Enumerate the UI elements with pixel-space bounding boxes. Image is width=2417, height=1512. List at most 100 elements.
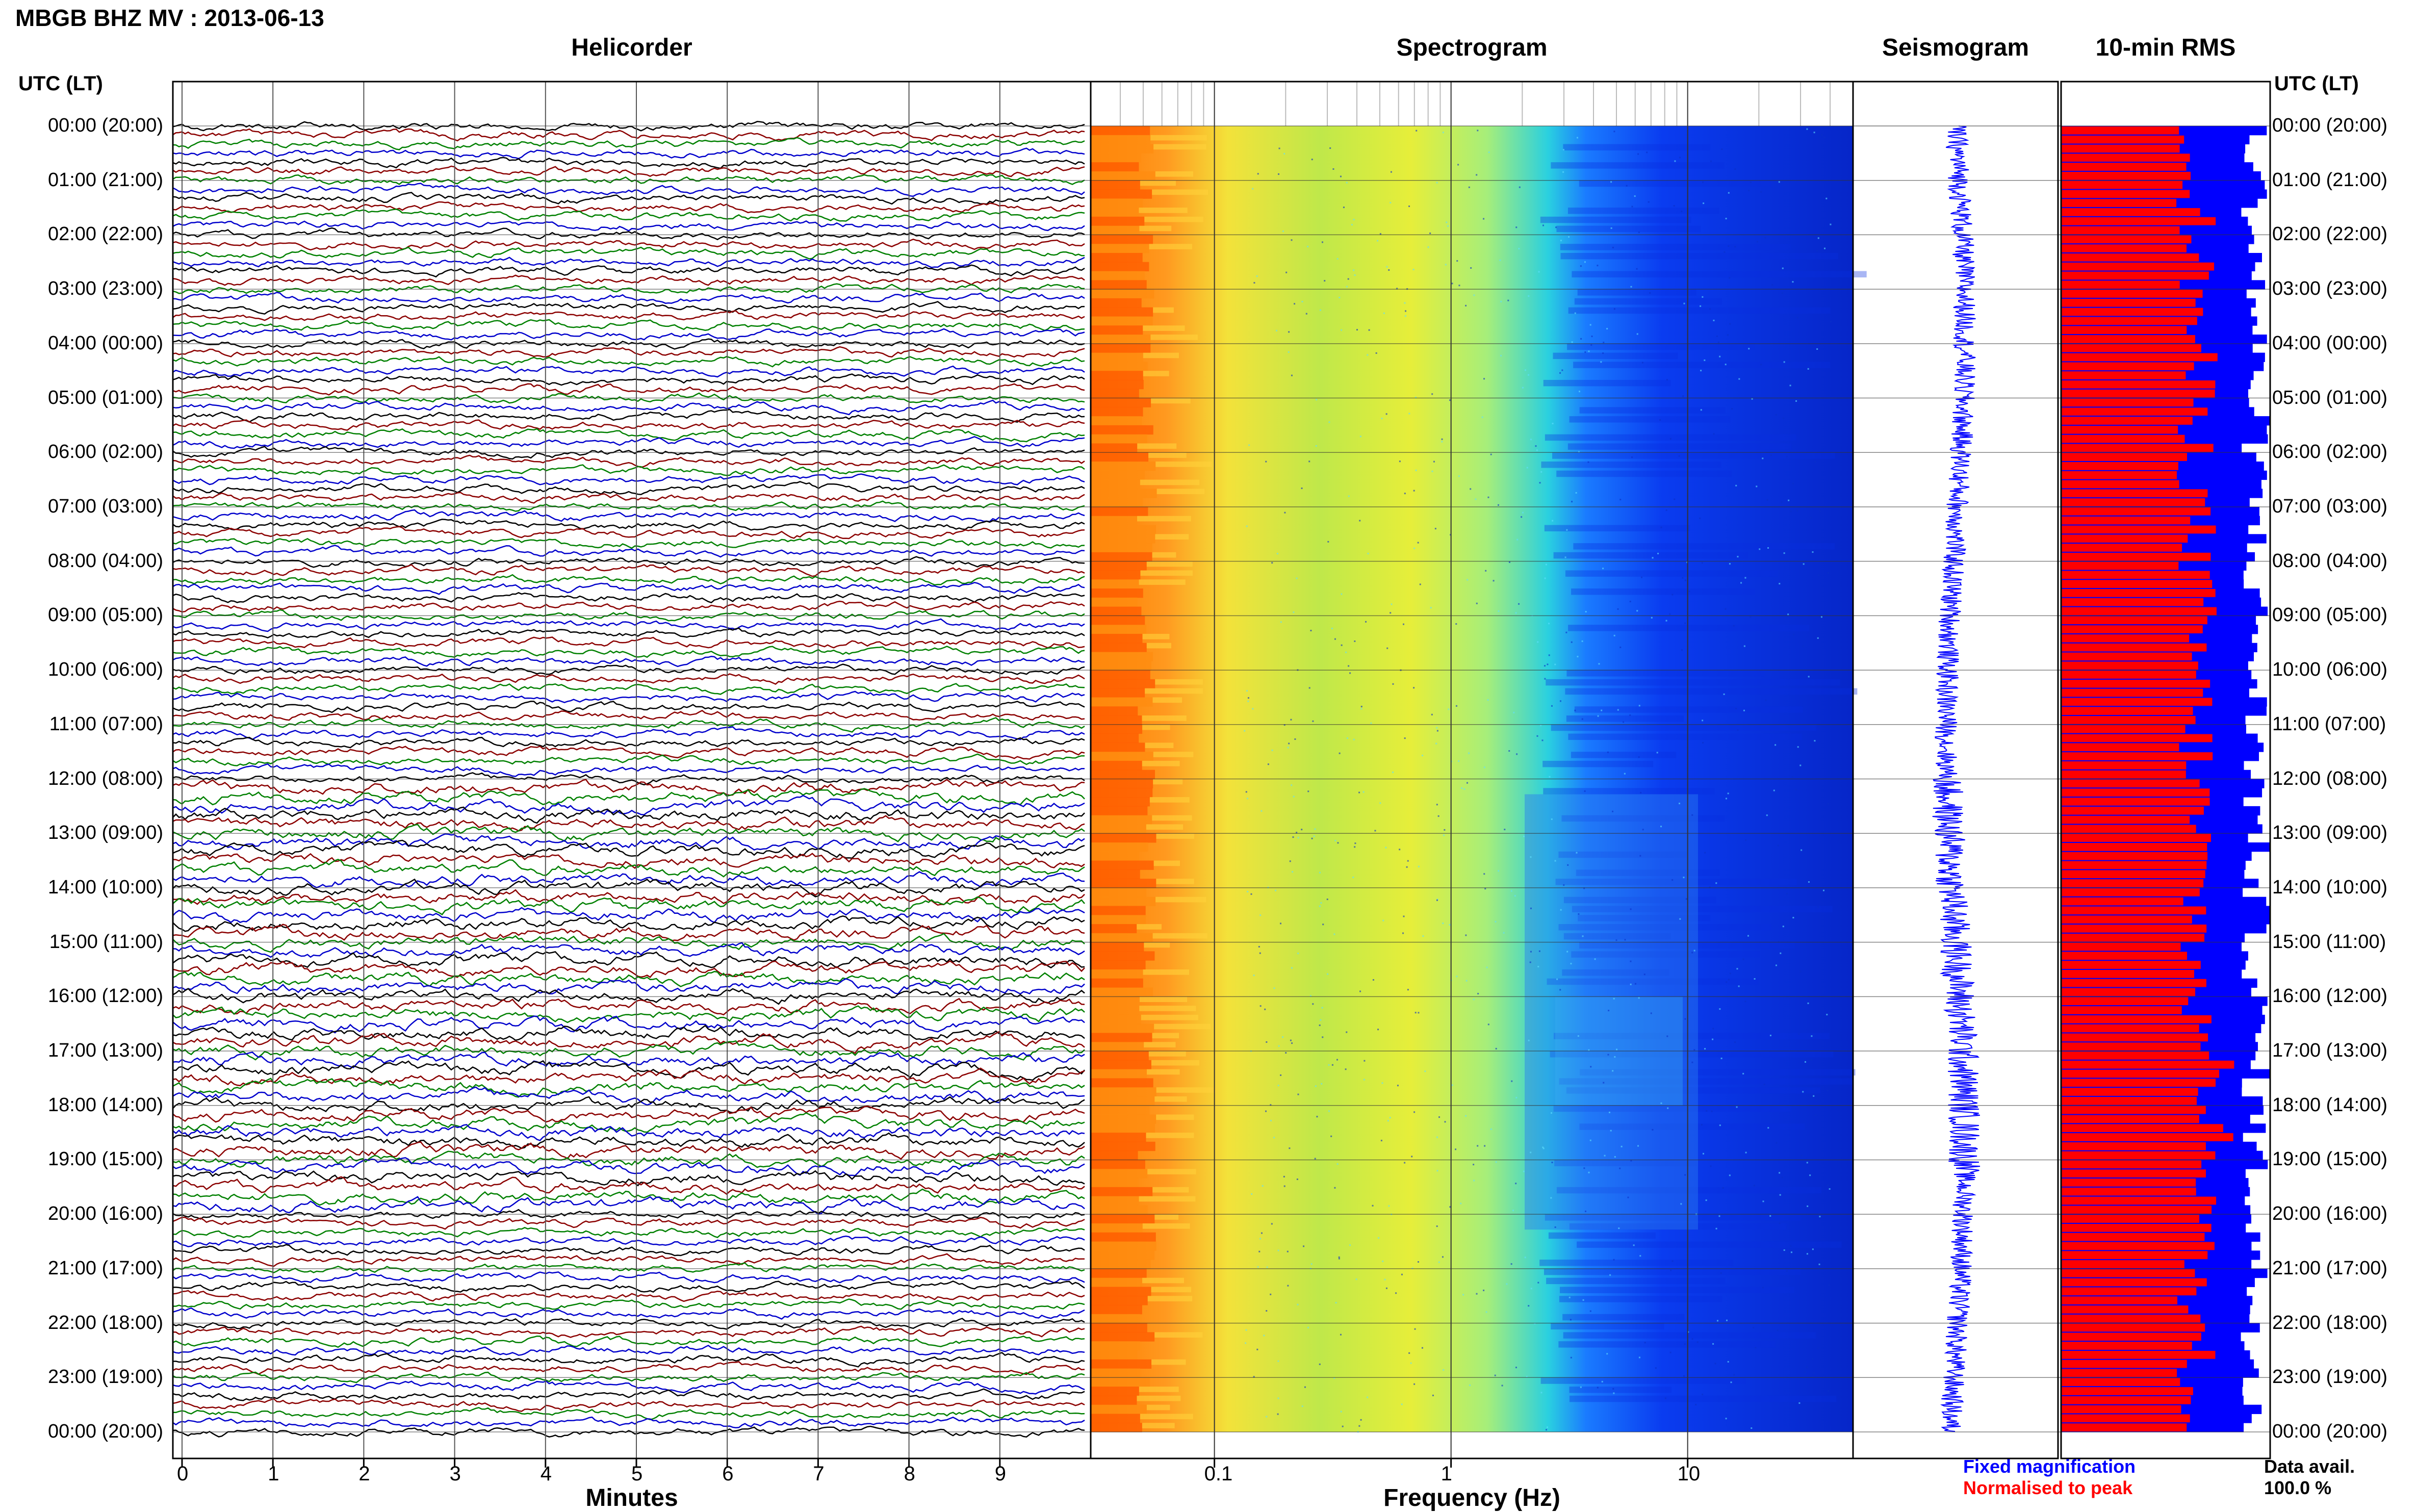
spectrogram-speckle: [1537, 641, 1539, 643]
rms-bar-normalised: [2061, 298, 2196, 307]
spectrogram-speckle: [1821, 134, 1823, 136]
spectrogram-row-streak: [1143, 969, 1190, 975]
spectrogram-row-hf: [1563, 933, 1671, 940]
spectrogram-speckle: [1535, 445, 1537, 447]
spectrogram-speckle: [1447, 225, 1449, 227]
spectrogram-speckle: [1613, 308, 1615, 310]
spectrogram-speckle: [1513, 711, 1515, 713]
rms-bar-normalised: [2061, 688, 2203, 697]
spectrogram-row-hf: [1551, 1323, 1664, 1330]
time-label-right: 19:00 (15:00): [2272, 1148, 2388, 1170]
spectrogram-speckle: [1540, 724, 1542, 726]
helicorder-trace: [172, 1398, 1085, 1412]
spectrogram-speckle: [1684, 1174, 1686, 1176]
spectrogram-row-streak: [1146, 1133, 1194, 1138]
spectrogram-speckle: [1431, 713, 1433, 715]
spectrogram-speckle: [1436, 1225, 1438, 1227]
spectrogram-speckle: [1602, 568, 1604, 570]
spectrogram-speckle: [1791, 776, 1793, 778]
spectrogram-speckle: [1624, 773, 1626, 775]
rms-bar-normalised: [2061, 652, 2192, 661]
spectrogram-speckle: [1756, 241, 1758, 243]
rms-bar-normalised: [2061, 861, 2207, 869]
rms-bar-normalised: [2061, 580, 2213, 588]
spectrogram-row-lowband: [1091, 1305, 1142, 1315]
spectrogram-speckle: [1336, 258, 1339, 260]
spectrogram-speckle: [1673, 205, 1675, 207]
spectrogram-speckle: [1430, 607, 1432, 609]
spectrogram-speckle: [1297, 837, 1299, 839]
spectrogram-speckle: [1259, 1238, 1261, 1240]
spectrogram-speckle: [1413, 490, 1415, 492]
spectrogram-speckle: [1820, 616, 1822, 618]
spectrogram-speckle: [1576, 852, 1578, 854]
spectrogram-speckle: [1580, 1386, 1582, 1388]
spectrogram-speckle: [1346, 182, 1348, 184]
spectrogram-speckle: [1574, 709, 1576, 711]
rms-bar-normalised: [2061, 1414, 2190, 1423]
spectrogram-speckle: [1419, 583, 1421, 585]
spectrogram-speckle: [1458, 760, 1460, 762]
spectrogram-speckle: [1337, 842, 1339, 844]
helicorder-trace: [172, 942, 1085, 958]
helicorder-trace: [172, 292, 1085, 304]
spectrogram-row-hf: [1568, 625, 1809, 631]
spectrogram-speckle: [1803, 563, 1805, 565]
spectrogram-speckle: [1253, 1376, 1255, 1378]
rms-bar-normalised: [2061, 462, 2178, 470]
spectrogram-row-hf: [1569, 1223, 1787, 1230]
helicorder-trace: [172, 147, 1085, 160]
spectrogram-speckle: [1790, 510, 1792, 512]
spectrogram-speckle: [1725, 798, 1727, 800]
time-label-right: 03:00 (23:00): [2272, 278, 2388, 300]
rms-bar-normalised: [2061, 1151, 2216, 1160]
spectrogram-speckle: [1278, 173, 1280, 175]
spectrogram-speckle: [1416, 130, 1418, 132]
spectrogram-speckle: [1487, 699, 1489, 701]
spectrogram-row-hf: [1556, 225, 1701, 233]
spectrogram-speckle: [1638, 1356, 1640, 1359]
helicorder-trace: [172, 896, 1085, 916]
spectrogram-speckle: [1307, 1326, 1309, 1328]
spectrogram-speckle: [1583, 1167, 1585, 1169]
helicorder-trace: [172, 663, 1085, 675]
spectrogram-row-lowband: [1091, 398, 1151, 407]
spectrogram-speckle: [1700, 409, 1702, 411]
spectrogram-row-hf: [1552, 452, 1835, 459]
helicorder-trace: [172, 1176, 1085, 1195]
rms-bar-normalised: [2061, 171, 2191, 180]
spectrogram-speckle: [1735, 484, 1737, 486]
rms-title: 10-min RMS: [2095, 34, 2236, 61]
spectrogram-speckle: [1467, 579, 1469, 581]
spectrogram-row-lowband: [1091, 198, 1143, 208]
spectrogram-row-hf: [1571, 752, 1677, 758]
spectrogram-speckle: [1273, 1137, 1275, 1139]
spectrogram-speckle: [1638, 756, 1640, 758]
spectrogram-row-lowband: [1091, 1042, 1144, 1052]
helicorder-trace: [172, 328, 1085, 341]
spectrogram-speckle: [1328, 1064, 1330, 1066]
spectrogram-speckle: [1584, 261, 1586, 263]
rms-bar-normalised: [2061, 1088, 2198, 1096]
rms-bar-normalised: [2061, 942, 2181, 951]
spectrogram-row-streak: [1142, 1423, 1175, 1428]
spectrogram-speckle: [1483, 378, 1485, 380]
time-label-left: 06:00 (02:00): [47, 441, 163, 463]
spectrogram-speckle: [1728, 245, 1730, 247]
time-label-right: 22:00 (18:00): [2272, 1312, 2388, 1334]
helicorder-trace: [172, 997, 1085, 1016]
spectrogram-speckle: [1497, 504, 1499, 506]
spectrogram-speckle: [1669, 438, 1672, 440]
spectrogram-row-hf: [1573, 362, 1831, 368]
spectrogram-row-hf: [1560, 1287, 1794, 1293]
spectrogram-speckle: [1523, 1170, 1525, 1172]
rms-bar-normalised: [2061, 1160, 2202, 1169]
helicorder-trace: [172, 1244, 1085, 1257]
helicorder-trace: [172, 1235, 1085, 1247]
rms-bar-normalised: [2061, 1006, 2182, 1014]
spectrogram-row-lowband: [1091, 597, 1138, 607]
spectrogram-speckle: [1403, 915, 1405, 917]
spectrogram-speckle: [1726, 981, 1728, 983]
spectrogram-speckle: [1570, 1356, 1572, 1359]
spectrogram-row-hf: [1565, 688, 1858, 695]
